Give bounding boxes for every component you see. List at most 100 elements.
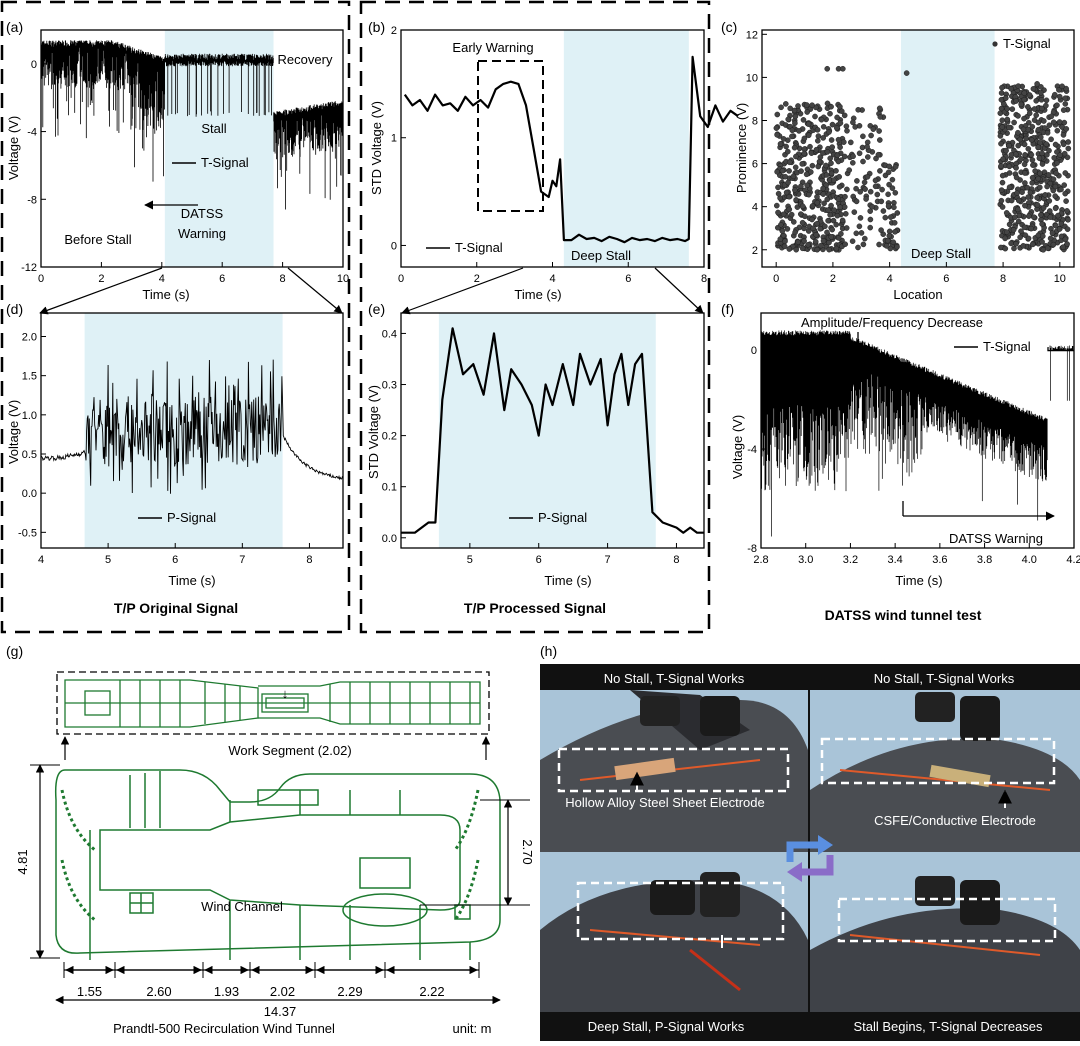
c-point	[880, 208, 887, 214]
c-point	[894, 210, 901, 216]
c-point	[1059, 83, 1065, 90]
g-channel-label: Wind Channel	[201, 899, 283, 914]
c-point	[791, 219, 797, 225]
c-point	[1006, 170, 1013, 176]
e-xtick-label: 8	[673, 554, 679, 566]
c-point	[820, 191, 827, 197]
c-point	[788, 211, 795, 218]
c-point	[1056, 93, 1063, 100]
c-point	[835, 136, 842, 143]
c-point	[1063, 126, 1070, 132]
c-point	[882, 214, 889, 221]
e-ytick-label: 0.1	[382, 482, 397, 494]
c-point	[879, 186, 885, 193]
f-xtick-label: 3.0	[798, 554, 813, 566]
c-point	[857, 215, 864, 221]
c-point	[886, 232, 893, 239]
c-point	[803, 171, 810, 178]
c-point	[828, 170, 835, 177]
c-point	[1013, 98, 1019, 104]
c-point	[1052, 141, 1059, 148]
panel-letter-g: (g)	[6, 643, 23, 659]
c-point	[834, 212, 841, 219]
c-point	[780, 136, 787, 142]
c-point	[1022, 170, 1028, 176]
e-shade-region	[438, 313, 656, 548]
zoom-line-b-right	[654, 267, 704, 314]
c-point	[777, 141, 784, 147]
c-point	[1025, 104, 1031, 110]
c-point	[829, 144, 836, 150]
c-point	[812, 238, 819, 245]
c-point	[828, 137, 835, 143]
c-point	[799, 203, 806, 209]
c-point	[1015, 206, 1021, 213]
c-point	[783, 143, 789, 150]
g-height-label: 4.81	[15, 849, 30, 874]
f-xtick-label: 3.4	[887, 554, 902, 566]
c-point	[870, 126, 877, 132]
c-point	[998, 197, 1005, 204]
photo-3-box	[576, 881, 785, 941]
c-point	[812, 113, 818, 120]
panel-letter-c: (c)	[721, 19, 737, 35]
c-point	[824, 65, 831, 72]
c-point	[892, 163, 899, 170]
c-point	[1039, 239, 1045, 245]
photo-4-caption: Stall Begins, T-Signal Decreases	[853, 1019, 1043, 1034]
c-point	[1054, 127, 1061, 134]
c-point	[823, 172, 830, 178]
b-xtick-label: 2	[474, 273, 480, 285]
c-point	[813, 231, 820, 238]
c-point	[1021, 96, 1028, 103]
d-ytick-label: -0.5	[18, 527, 37, 539]
photo-2	[810, 690, 1080, 852]
c-point	[1032, 168, 1038, 174]
chart-d: 4 5 6 7 8 -0.5 0.0 0.5 1.0 1.5 2.0	[18, 312, 344, 566]
c-point	[1065, 145, 1072, 152]
c-point	[1062, 101, 1069, 107]
c-xlabel: Location	[893, 287, 942, 302]
c-point	[1035, 144, 1042, 151]
g-dim-label: 2.60	[146, 984, 171, 999]
c-point	[1013, 240, 1019, 247]
c-point	[1029, 174, 1036, 181]
b-ylabel: STD Voltage (V)	[369, 101, 384, 195]
c-point	[890, 239, 897, 245]
group-title-datss: DATSS wind tunnel test	[825, 607, 982, 623]
c-point	[868, 132, 874, 139]
c-point	[877, 168, 883, 174]
c-point	[1006, 142, 1012, 149]
c-point	[999, 84, 1005, 91]
c-point	[1041, 118, 1047, 124]
c-point	[848, 139, 854, 146]
f-ylabel: Voltage (V)	[730, 415, 745, 479]
photo-2-caption: No Stall, T-Signal Works	[874, 671, 1015, 686]
c-point	[1020, 126, 1027, 133]
c-point	[998, 140, 1004, 147]
c-point	[1050, 176, 1057, 182]
c-point	[1030, 162, 1036, 168]
c-point	[1052, 205, 1059, 212]
f-xtick-label: 2.8	[753, 554, 768, 566]
c-point	[1062, 170, 1069, 176]
c-point	[1057, 152, 1063, 158]
c-point	[783, 189, 790, 196]
c-point	[799, 161, 806, 167]
c-point	[1025, 145, 1032, 152]
c-point	[1064, 226, 1071, 232]
a-warning-label-1: DATSS	[181, 206, 224, 221]
c-point	[1013, 174, 1020, 181]
c-point	[1064, 154, 1071, 161]
e-ytick-label: 0.2	[382, 431, 397, 443]
c-point	[836, 173, 843, 180]
c-point	[892, 189, 899, 196]
c-xtick-label: 10	[1054, 273, 1066, 285]
d-ytick-label: 1.5	[22, 371, 37, 383]
c-point	[883, 243, 890, 249]
b-shade-region	[563, 30, 689, 267]
c-point	[1027, 189, 1034, 196]
c-point	[774, 202, 780, 209]
c-point	[867, 216, 874, 223]
panel-letter-a: (a)	[6, 19, 23, 35]
